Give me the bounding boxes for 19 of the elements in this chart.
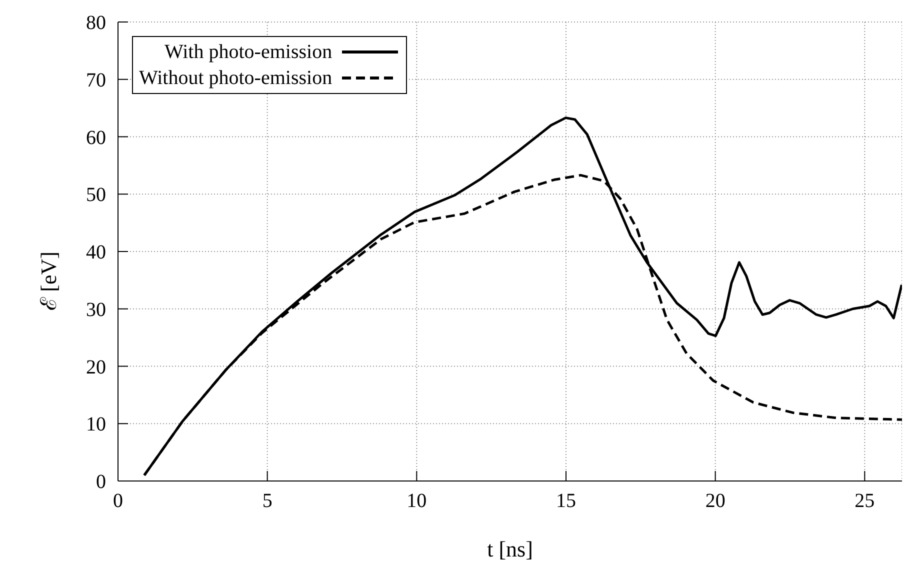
y-tick-label: 50	[86, 184, 106, 206]
x-tick-label: 15	[556, 490, 576, 512]
y-tick-label: 80	[86, 12, 106, 34]
x-axis-title: t [ns]	[487, 536, 533, 562]
legend-label: With photo-emission	[164, 40, 332, 65]
y-tick-label: 30	[86, 298, 106, 321]
y-tick-label: 20	[86, 356, 106, 378]
y-tick-label: 70	[86, 69, 106, 92]
x-tick-label: 10	[406, 490, 427, 512]
x-tick-label: 0	[113, 490, 123, 512]
x-tick-label: 20	[705, 490, 726, 512]
x-tick-label: 5	[262, 490, 272, 512]
legend-label: Without photo-emission	[139, 66, 332, 91]
y-tick-label: 40	[86, 242, 106, 264]
y-tick-label: 10	[86, 414, 106, 436]
y-axis-title: ℰ [eV]	[36, 252, 61, 310]
x-tick-label: 25	[854, 490, 875, 512]
y-tick-label: 0	[96, 471, 106, 494]
y-tick-label: 60	[86, 126, 106, 149]
